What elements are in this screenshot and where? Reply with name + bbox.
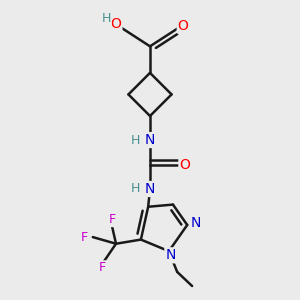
- Text: H: H: [130, 134, 140, 146]
- Text: N: N: [145, 182, 155, 196]
- Text: F: F: [99, 261, 106, 274]
- Text: O: O: [111, 17, 122, 31]
- Text: N: N: [145, 133, 155, 147]
- Text: H: H: [130, 182, 140, 196]
- Text: F: F: [109, 213, 116, 226]
- Text: N: N: [190, 216, 201, 230]
- Text: O: O: [178, 19, 189, 33]
- Text: F: F: [81, 231, 88, 244]
- Text: O: O: [179, 158, 190, 172]
- Text: N: N: [165, 248, 176, 262]
- Text: H: H: [101, 12, 111, 26]
